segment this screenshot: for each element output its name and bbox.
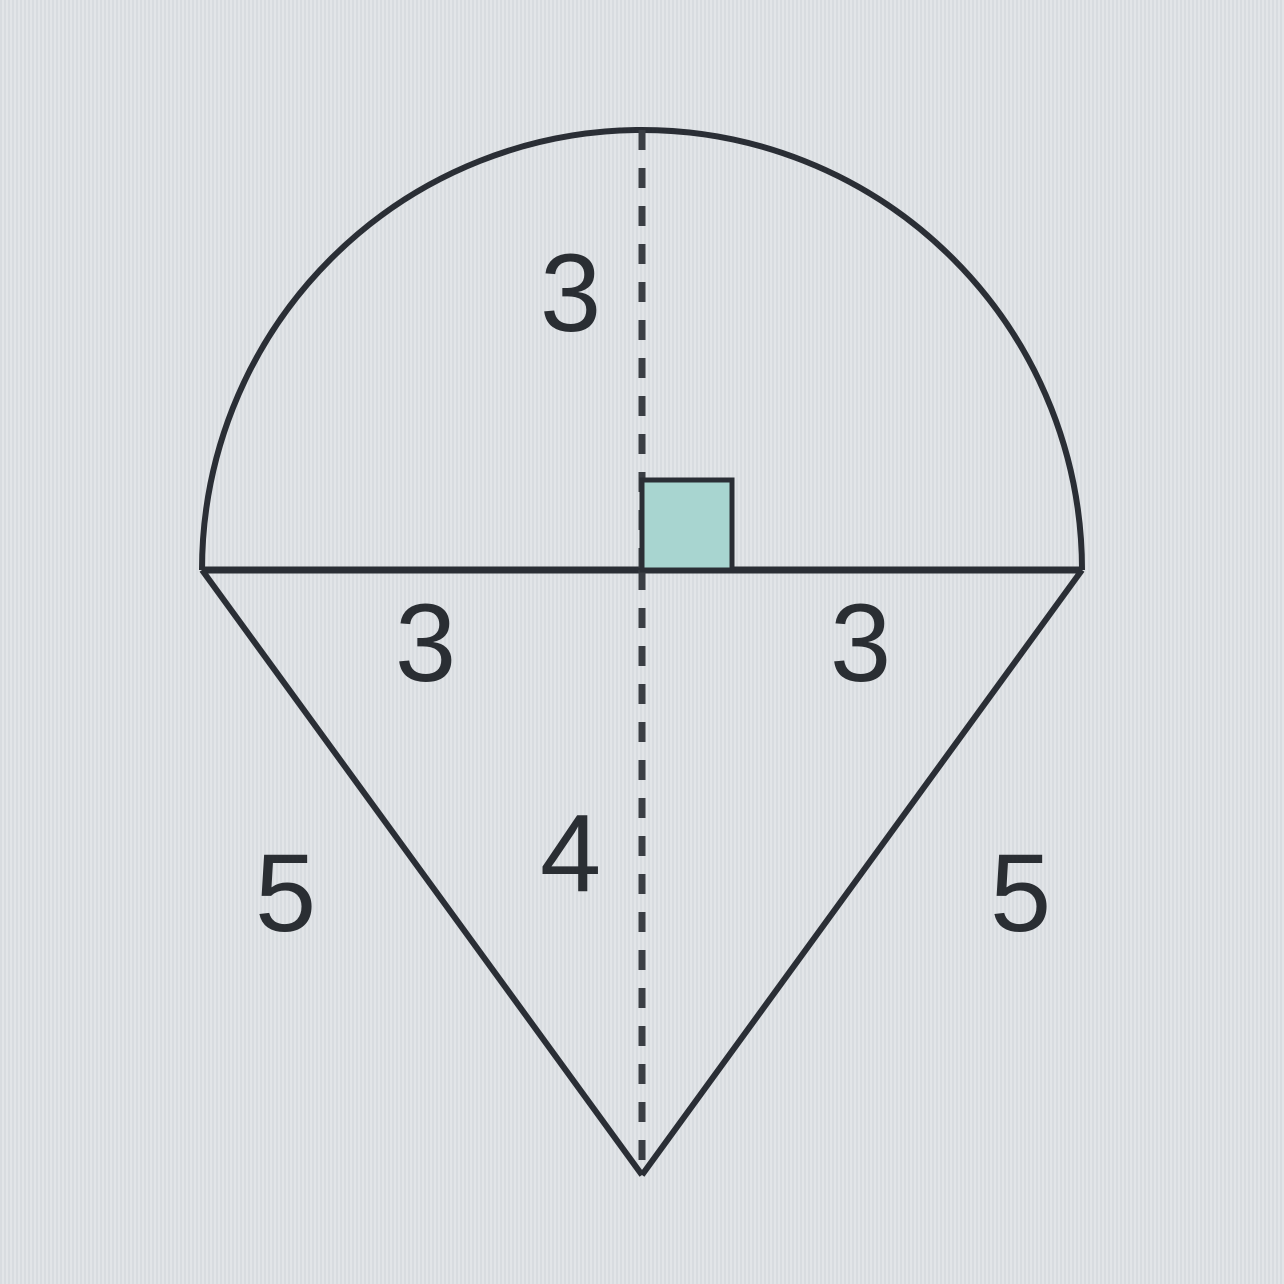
geometry-diagram (0, 0, 1284, 1284)
label-height: 4 (540, 790, 601, 917)
label-side-left: 5 (255, 830, 316, 957)
label-side-right: 5 (990, 830, 1051, 957)
label-radius-top: 3 (540, 230, 601, 357)
label-base-right: 3 (830, 580, 891, 707)
label-base-left: 3 (395, 580, 456, 707)
right-angle-marker (642, 480, 732, 570)
